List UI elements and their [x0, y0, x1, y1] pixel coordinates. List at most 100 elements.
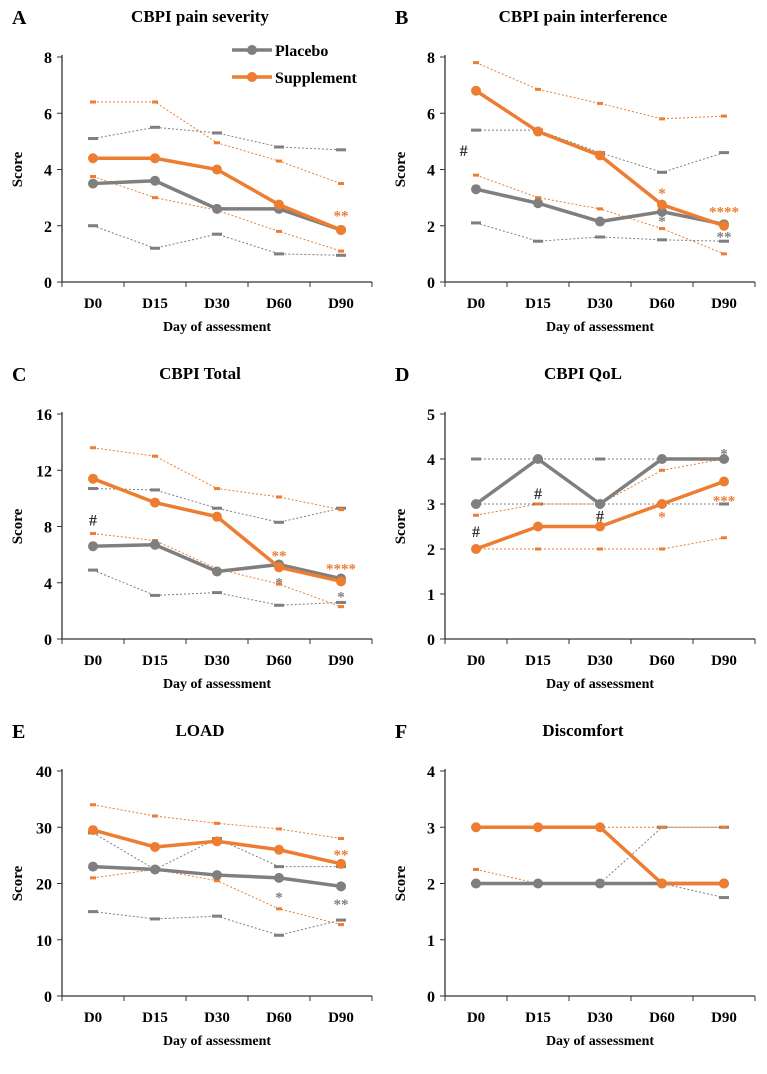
significance-annotation: ***: [713, 494, 736, 510]
supplement-upper-marker: [659, 825, 665, 829]
panel-a: A CBPI pain severity 0 2 4 6 8 D0 D15 D30 D60 D90 Da…: [0, 0, 383, 355]
placebo-point: [595, 878, 605, 889]
supplement-point: [533, 521, 543, 532]
placebo-point: [471, 499, 481, 509]
chart-e: E LOAD 0 10 20 30 40 D0 D15 D30 D60 D90 Day of asses…: [10, 721, 373, 1049]
x-tick-label: D0: [84, 296, 102, 312]
x-tick-label: D60: [649, 1010, 675, 1026]
supplement-lower-marker: [338, 605, 344, 609]
significance-annotation: *: [337, 589, 345, 605]
supplement-point: [657, 199, 667, 210]
supplement-point: [533, 822, 543, 833]
supplement-lower-line: [476, 537, 725, 550]
placebo-upper-marker: [212, 131, 222, 135]
chart-b: B CBPI pain interference 0 2 4 6 8 D0 D15 D30 D60 D…: [393, 7, 756, 335]
placebo-point: [533, 198, 543, 209]
y-tick-label: 8: [44, 50, 52, 67]
y-tick-label: 0: [427, 989, 435, 1006]
supplement-upper-marker: [152, 100, 158, 104]
supplement-lower-marker: [597, 547, 603, 551]
x-tick-label: D60: [649, 296, 675, 312]
x-tick-label: D15: [142, 296, 168, 312]
y-tick-label: 8: [44, 520, 52, 537]
placebo-lower-marker: [274, 252, 284, 256]
supplement-upper-marker: [659, 117, 665, 121]
significance-annotation: **: [717, 230, 732, 246]
chart-c: C CBPI Total 0 4 8 12 16 D0 D15 D30 D60 D90 Day of a…: [10, 364, 373, 692]
placebo-point: [212, 870, 222, 881]
significance-annotation: #: [89, 512, 97, 529]
placebo-lower-marker: [212, 232, 222, 236]
placebo-lower-marker: [274, 603, 284, 607]
panel-c: C CBPI Total 0 4 8 12 16 D0 D15 D30 D60 D90 Day of a…: [0, 357, 383, 712]
x-tick-label: D30: [204, 1010, 230, 1026]
supplement-upper-line: [92, 804, 342, 839]
placebo-point: [471, 184, 481, 195]
supplement-lower-marker: [276, 582, 282, 586]
supplement-upper-marker: [90, 803, 96, 807]
legend-marker: [247, 72, 257, 82]
supplement-point: [471, 85, 481, 96]
supplement-point: [212, 836, 222, 847]
panel-letter: D: [395, 364, 409, 386]
supplement-point: [274, 562, 284, 573]
significance-annotation: ****: [326, 561, 356, 577]
x-tick-label: D90: [328, 653, 354, 669]
y-tick-label: 2: [44, 219, 52, 236]
placebo-point: [150, 539, 160, 550]
significance-annotation: #: [460, 143, 468, 160]
placebo-lower-marker: [719, 239, 729, 243]
placebo-point: [274, 872, 284, 883]
significance-annotation: *: [275, 575, 283, 591]
placebo-lower-marker: [719, 502, 729, 506]
y-tick-label: 0: [44, 989, 52, 1006]
x-tick-label: D15: [525, 653, 551, 669]
y-axis-label: Score: [10, 865, 26, 901]
significance-annotation: **: [272, 549, 287, 565]
supplement-lower-marker: [90, 876, 96, 880]
significance-annotation: #: [472, 524, 480, 541]
supplement-point: [150, 153, 160, 164]
placebo-upper-marker: [471, 457, 481, 461]
placebo-lower-marker: [150, 593, 160, 597]
y-axis-label: Score: [10, 508, 26, 544]
supplement-upper-marker: [152, 814, 158, 818]
supplement-point: [719, 220, 729, 231]
supplement-upper-marker: [659, 468, 665, 472]
y-tick-label: 4: [44, 163, 52, 180]
supplement-lower-marker: [597, 207, 603, 211]
supplement-lower-marker: [659, 227, 665, 231]
panel-f: F Discomfort 0 1 2 3 4 D0 D15 D30 D60 D90 Day of ass…: [383, 714, 766, 1069]
supplement-lower-marker: [535, 196, 541, 200]
x-tick-label: D0: [467, 1010, 485, 1026]
y-tick-label: 16: [36, 407, 52, 424]
placebo-lower-marker: [212, 591, 222, 595]
supplement-lower-marker: [338, 923, 344, 927]
supplement-upper-marker: [276, 159, 282, 163]
significance-annotation: **: [334, 897, 349, 913]
significance-annotation: ****: [709, 204, 739, 220]
y-tick-label: 3: [427, 497, 435, 514]
supplement-upper-marker: [90, 446, 96, 450]
supplement-upper-marker: [473, 513, 479, 517]
x-tick-label: D90: [328, 1010, 354, 1026]
supplement-upper-marker: [214, 141, 220, 145]
placebo-point: [212, 203, 222, 214]
supplement-lower-marker: [90, 532, 96, 536]
supplement-point: [719, 878, 729, 889]
placebo-lower-marker: [595, 235, 605, 239]
y-tick-label: 0: [44, 632, 52, 649]
x-axis-label: Day of assessment: [163, 320, 271, 335]
y-tick-label: 5: [427, 407, 435, 424]
supplement-upper-marker: [276, 827, 282, 831]
y-axis-label: Score: [393, 508, 409, 544]
x-tick-label: D0: [84, 653, 102, 669]
y-tick-label: 6: [44, 106, 52, 123]
placebo-upper-marker: [657, 170, 667, 174]
supplement-upper-marker: [721, 114, 727, 118]
supplement-mean-line: [476, 825, 724, 886]
placebo-point: [533, 454, 543, 464]
x-tick-label: D15: [142, 1010, 168, 1026]
placebo-lower-marker: [533, 239, 543, 243]
placebo-upper-line: [92, 126, 342, 151]
